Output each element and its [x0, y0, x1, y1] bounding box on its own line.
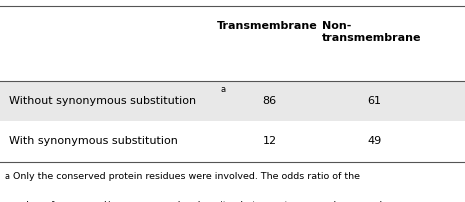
Text: 12: 12 [263, 136, 277, 146]
Bar [0, 121, 465, 162]
Text: Non-
transmembrane: Non- transmembrane [322, 21, 422, 43]
Bar [0, 6, 465, 81]
Text: Without synonymous substitution: Without synonymous substitution [9, 96, 196, 106]
Text: Transmembrane: Transmembrane [217, 21, 318, 31]
Text: With synonymous substitution: With synonymous substitution [9, 136, 178, 146]
Text: Only the conserved protein residues were involved. The odds ratio of the: Only the conserved protein residues were… [13, 172, 360, 181]
Text: 61: 61 [367, 96, 381, 106]
Text: 49: 49 [367, 136, 382, 146]
Text: a: a [221, 85, 226, 94]
Text: number of conserved/non-conserved codon sites between transmembrane and
non-tran: number of conserved/non-conserved codon … [5, 201, 382, 202]
Text: 86: 86 [263, 96, 277, 106]
Text: a: a [5, 172, 10, 181]
Bar [0, 81, 465, 121]
